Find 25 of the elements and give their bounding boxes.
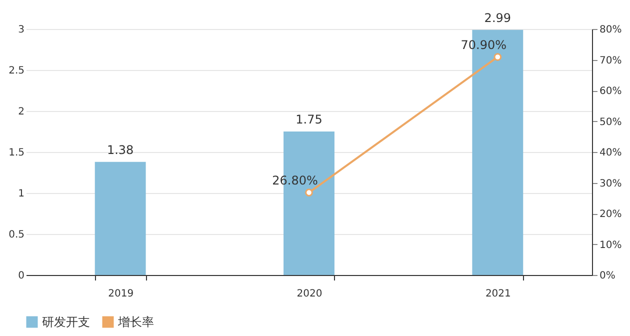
y-tick-label: 0.5 <box>8 230 24 240</box>
y2-tick-label: 80% <box>600 24 622 36</box>
y-tick-label: 0 <box>18 270 24 282</box>
y-tick-label: 2 <box>18 106 24 118</box>
legend-label: 增长率 <box>117 315 154 329</box>
y2-tick-label: 40% <box>600 148 622 158</box>
x-tick-label: 2021 <box>485 288 511 300</box>
data-label: 1.75 <box>296 112 322 126</box>
y-tick-label: 2.5 <box>8 66 24 76</box>
y-tick-label: 3 <box>18 24 24 36</box>
legend-label: 研发开支 <box>42 315 90 329</box>
x-tick-label: 2019 <box>108 288 134 300</box>
y-tick-label: 1.5 <box>8 148 24 158</box>
y2-tick-label: 20% <box>600 209 622 220</box>
y2-tick-label: 30% <box>600 178 622 190</box>
data-label: 1.38 <box>106 142 134 157</box>
y2-tick-label: 60% <box>600 86 622 97</box>
y2-tick-label: 50% <box>600 116 622 128</box>
data-label: 2.99 <box>484 10 512 25</box>
y-tick-label: 1 <box>18 188 24 200</box>
bar <box>94 162 146 275</box>
x-tick-label: 2020 <box>296 288 322 300</box>
y2-tick-label: 70% <box>600 55 622 66</box>
y2-tick-label: 10% <box>600 240 622 251</box>
y2-tick-label: 0% <box>600 270 616 282</box>
